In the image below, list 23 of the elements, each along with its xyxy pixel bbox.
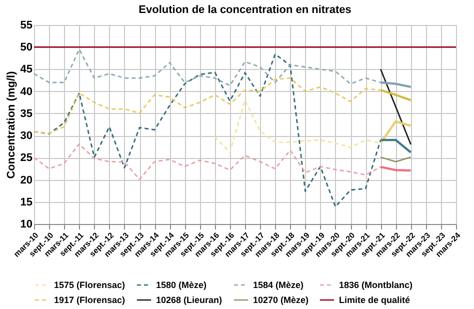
line-series	[33, 77, 382, 134]
y-tick-label: 15	[20, 196, 32, 208]
chart-title: Evolution de la concentration en nitrates	[138, 4, 352, 16]
legend-label: 1836 (Montblanc)	[339, 280, 413, 290]
y-tick-label: 45	[20, 64, 32, 76]
y-tick-label: 50	[20, 42, 32, 54]
line-series	[33, 143, 382, 180]
y-tick-label: 55	[20, 20, 32, 32]
y-axis-title: Concentration (mg/l)	[5, 70, 18, 179]
y-tick-label: 35	[20, 108, 32, 120]
legend-label: 10270 (Mèze)	[253, 295, 309, 305]
legend-label: 1575 (Florensac)	[54, 280, 126, 290]
y-tick-label: 40	[20, 86, 32, 98]
y-tick-label: 20	[20, 174, 32, 186]
y-tick-label: 10	[20, 218, 32, 230]
legend-label: Limite de qualité	[339, 295, 410, 305]
legend-label: 1584 (Mèze)	[253, 280, 304, 290]
y-tick-label: 25	[20, 152, 32, 164]
legend-label: 10268 (Lieuran)	[156, 295, 222, 305]
legend-label: 1580 (Mèze)	[156, 280, 207, 290]
y-tick-label: 30	[20, 130, 32, 142]
legend-label: 1917 (Florensac)	[54, 295, 126, 305]
line-series	[33, 48, 382, 86]
